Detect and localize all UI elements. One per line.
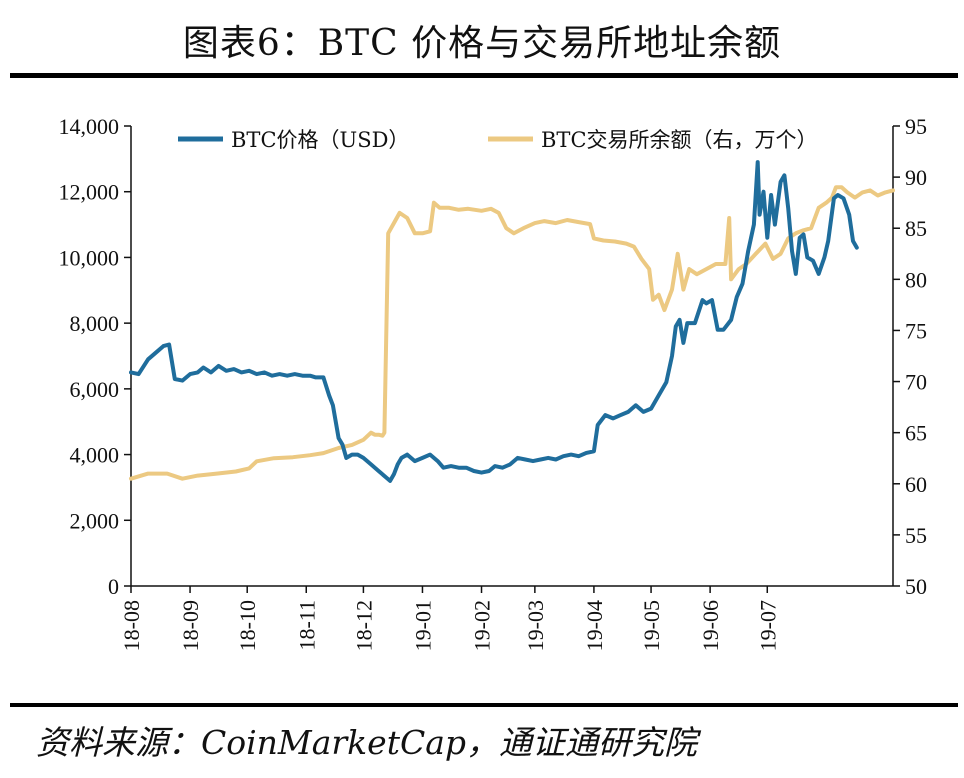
x-axis-tick-label: 19-05 [639,600,664,651]
line-chart: 0 2,000 4,000 6,000 8,000 10,000 12,000 14,000 5… [59,114,928,651]
legend-item-btc-price-label: BTC价格（USD） [231,128,409,152]
left-axis-tick-label: 0 [108,574,119,599]
left-axis-tick-label: 12,000 [59,180,120,205]
series-line-btc-price [129,160,859,483]
series-layer [129,160,895,483]
x-axis-tick-label: 19-04 [582,600,607,651]
x-axis-tick-label: 19-06 [698,600,723,651]
series-line-exchange-balance [129,185,895,481]
x-axis-tick-label: 18-09 [178,600,203,651]
x-axis-tick-label: 19-07 [755,600,780,651]
right-axis-tick-label: 55 [905,523,927,548]
left-axis-tick-label: 10,000 [59,245,120,270]
x-axis-tick-label: 18-10 [235,600,260,651]
right-axis-tick-label: 75 [905,318,927,343]
right-axis-tick-label: 80 [905,267,927,292]
x-axis-tick-label: 19-01 [410,600,435,651]
right-axis-tick-label: 85 [905,216,927,241]
left-axis-tick-label: 8,000 [70,311,120,336]
right-axis-tick-label: 60 [905,472,927,497]
source-rule [10,703,958,707]
chart-axes: 0 2,000 4,000 6,000 8,000 10,000 12,000 14,000 5… [59,114,928,651]
left-axis-tick-label: 4,000 [70,443,120,468]
right-axis-tick-label: 65 [905,421,927,446]
title-rule [10,73,958,78]
x-axis-tick-label: 18-08 [119,600,144,651]
source-note: 资料来源：CoinMarketCap，通证通研究院 [36,723,697,762]
left-axis-tick-label: 6,000 [70,377,120,402]
right-axis-tick-label: 95 [905,114,927,139]
right-axis-tick-label: 70 [905,370,927,395]
right-axis-tick-label: 50 [905,574,927,599]
left-axis-tick-label: 2,000 [70,508,120,533]
legend: BTC价格（USD） BTC交易所余额（右，万个） [178,128,818,152]
right-axis-tick-label: 90 [905,165,927,190]
left-axis-tick-label: 14,000 [59,114,120,139]
legend-item-exchange-balance-label: BTC交易所余额（右，万个） [541,128,818,152]
x-axis-tick-label: 19-02 [470,600,495,651]
x-axis-tick-label: 18-11 [294,600,319,651]
x-axis-tick-label: 19-03 [523,600,548,651]
x-axis-tick-label: 18-12 [351,600,376,651]
chart-title: 图表6：BTC 价格与交易所地址余额 [182,23,782,64]
